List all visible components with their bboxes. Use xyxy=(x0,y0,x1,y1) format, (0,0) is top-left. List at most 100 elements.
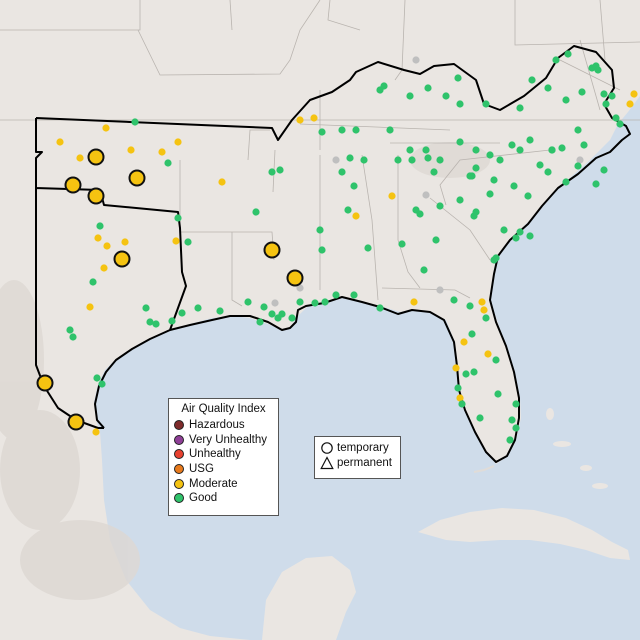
good-site-marker[interactable] xyxy=(131,118,139,126)
good-site-marker[interactable] xyxy=(386,126,394,134)
good-site-marker[interactable] xyxy=(422,146,430,154)
good-site-marker[interactable] xyxy=(574,126,582,134)
good-site-marker[interactable] xyxy=(490,176,498,184)
moderate-site-marker[interactable] xyxy=(102,124,110,132)
moderate-site-marker[interactable] xyxy=(626,100,634,108)
good-site-marker[interactable] xyxy=(592,180,600,188)
good-site-marker[interactable] xyxy=(574,162,582,170)
moderate-temporary-monitor-marker[interactable] xyxy=(36,374,54,392)
good-site-marker[interactable] xyxy=(458,400,466,408)
moderate-site-marker[interactable] xyxy=(158,148,166,156)
good-site-marker[interactable] xyxy=(350,182,358,190)
good-site-marker[interactable] xyxy=(442,92,450,100)
moderate-site-marker[interactable] xyxy=(484,350,492,358)
no-data-site-marker[interactable] xyxy=(436,286,444,294)
moderate-site-marker[interactable] xyxy=(480,306,488,314)
good-site-marker[interactable] xyxy=(468,330,476,338)
good-site-marker[interactable] xyxy=(512,424,520,432)
good-site-marker[interactable] xyxy=(472,146,480,154)
good-site-marker[interactable] xyxy=(164,159,172,167)
good-site-marker[interactable] xyxy=(600,166,608,174)
good-site-marker[interactable] xyxy=(424,84,432,92)
good-site-marker[interactable] xyxy=(472,164,480,172)
good-site-marker[interactable] xyxy=(96,222,104,230)
good-site-marker[interactable] xyxy=(316,226,324,234)
good-site-marker[interactable] xyxy=(536,161,544,169)
good-site-marker[interactable] xyxy=(454,74,462,82)
good-site-marker[interactable] xyxy=(98,380,106,388)
good-site-marker[interactable] xyxy=(398,240,406,248)
good-site-marker[interactable] xyxy=(562,178,570,186)
good-site-marker[interactable] xyxy=(558,144,566,152)
no-data-site-marker[interactable] xyxy=(576,156,584,164)
moderate-site-marker[interactable] xyxy=(56,138,64,146)
good-site-marker[interactable] xyxy=(508,416,516,424)
good-site-marker[interactable] xyxy=(376,304,384,312)
good-site-marker[interactable] xyxy=(352,126,360,134)
moderate-temporary-monitor-marker[interactable] xyxy=(64,176,82,194)
moderate-site-marker[interactable] xyxy=(296,116,304,124)
good-site-marker[interactable] xyxy=(311,299,319,307)
good-site-marker[interactable] xyxy=(594,66,602,74)
good-site-marker[interactable] xyxy=(500,226,508,234)
moderate-site-marker[interactable] xyxy=(86,303,94,311)
good-site-marker[interactable] xyxy=(548,146,556,154)
good-site-marker[interactable] xyxy=(268,310,276,318)
good-site-marker[interactable] xyxy=(216,307,224,315)
moderate-site-marker[interactable] xyxy=(452,364,460,372)
good-site-marker[interactable] xyxy=(450,296,458,304)
good-site-marker[interactable] xyxy=(512,400,520,408)
moderate-site-marker[interactable] xyxy=(352,212,360,220)
no-data-site-marker[interactable] xyxy=(412,56,420,64)
good-site-marker[interactable] xyxy=(174,214,182,222)
no-data-site-marker[interactable] xyxy=(332,156,340,164)
good-site-marker[interactable] xyxy=(178,309,186,317)
moderate-temporary-monitor-marker[interactable] xyxy=(113,250,131,268)
good-site-marker[interactable] xyxy=(456,196,464,204)
good-site-marker[interactable] xyxy=(516,228,524,236)
moderate-site-marker[interactable] xyxy=(388,192,396,200)
good-site-marker[interactable] xyxy=(406,146,414,154)
good-site-marker[interactable] xyxy=(528,76,536,84)
good-site-marker[interactable] xyxy=(580,141,588,149)
good-site-marker[interactable] xyxy=(492,356,500,364)
moderate-site-marker[interactable] xyxy=(218,178,226,186)
good-site-marker[interactable] xyxy=(152,320,160,328)
good-site-marker[interactable] xyxy=(364,244,372,252)
good-site-marker[interactable] xyxy=(456,100,464,108)
good-site-marker[interactable] xyxy=(524,192,532,200)
good-site-marker[interactable] xyxy=(268,168,276,176)
good-site-marker[interactable] xyxy=(420,266,428,274)
good-site-marker[interactable] xyxy=(276,166,284,174)
good-site-marker[interactable] xyxy=(616,120,624,128)
moderate-temporary-monitor-marker[interactable] xyxy=(67,413,85,431)
good-site-marker[interactable] xyxy=(482,314,490,322)
good-site-marker[interactable] xyxy=(288,314,296,322)
good-site-marker[interactable] xyxy=(184,238,192,246)
good-site-marker[interactable] xyxy=(456,138,464,146)
good-site-marker[interactable] xyxy=(408,156,416,164)
moderate-site-marker[interactable] xyxy=(103,242,111,250)
good-site-marker[interactable] xyxy=(66,326,74,334)
good-site-marker[interactable] xyxy=(472,208,480,216)
good-site-marker[interactable] xyxy=(89,278,97,286)
good-site-marker[interactable] xyxy=(436,202,444,210)
good-site-marker[interactable] xyxy=(244,298,252,306)
moderate-site-marker[interactable] xyxy=(127,146,135,154)
moderate-site-marker[interactable] xyxy=(630,90,638,98)
good-site-marker[interactable] xyxy=(544,168,552,176)
good-site-marker[interactable] xyxy=(380,82,388,90)
good-site-marker[interactable] xyxy=(332,291,340,299)
good-site-marker[interactable] xyxy=(406,92,414,100)
good-site-marker[interactable] xyxy=(296,298,304,306)
moderate-temporary-monitor-marker[interactable] xyxy=(87,148,105,166)
good-site-marker[interactable] xyxy=(608,92,616,100)
good-site-marker[interactable] xyxy=(252,208,260,216)
no-data-site-marker[interactable] xyxy=(296,284,304,292)
moderate-site-marker[interactable] xyxy=(478,298,486,306)
moderate-site-marker[interactable] xyxy=(174,138,182,146)
good-site-marker[interactable] xyxy=(494,390,502,398)
good-site-marker[interactable] xyxy=(194,304,202,312)
good-site-marker[interactable] xyxy=(496,156,504,164)
good-site-marker[interactable] xyxy=(360,156,368,164)
